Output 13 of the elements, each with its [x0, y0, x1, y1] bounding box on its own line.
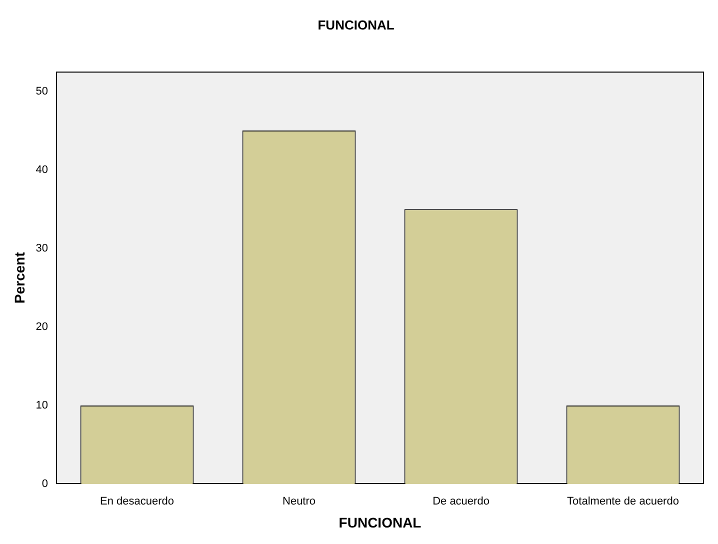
chart-title: FUNCIONAL [318, 17, 394, 32]
x-tick-label: Neutro [282, 496, 316, 508]
x-axis-title: FUNCIONAL [338, 514, 422, 530]
x-tick-label: En desacuerdo [100, 496, 174, 508]
y-tick-label: 30 [36, 242, 48, 254]
y-tick-label: 50 [36, 85, 48, 98]
y-tick-label: 10 [36, 399, 48, 412]
x-tick-label: Totalmente de acuerdo [567, 496, 679, 508]
x-tick-label: De acuerdo [432, 496, 490, 508]
y-tick-label: 40 [36, 164, 48, 176]
y-axis-title: Percent [11, 252, 28, 304]
y-tick-label: 0 [42, 478, 48, 490]
y-tick-label: 20 [36, 320, 48, 333]
